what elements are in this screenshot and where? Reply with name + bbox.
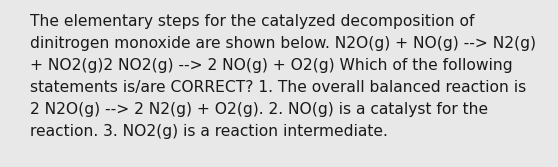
Text: dinitrogen monoxide are shown below. N2O(g) + NO(g) --> N2(g): dinitrogen monoxide are shown below. N2O… (30, 36, 536, 51)
Text: statements is/are CORRECT? 1. The overall balanced reaction is: statements is/are CORRECT? 1. The overal… (30, 80, 526, 95)
Text: 2 N2O(g) --> 2 N2(g) + O2(g). 2. NO(g) is a catalyst for the: 2 N2O(g) --> 2 N2(g) + O2(g). 2. NO(g) i… (30, 102, 488, 117)
Text: reaction. 3. NO2(g) is a reaction intermediate.: reaction. 3. NO2(g) is a reaction interm… (30, 124, 388, 139)
Text: The elementary steps for the catalyzed decomposition of: The elementary steps for the catalyzed d… (30, 14, 474, 29)
Text: + NO2(g)2 NO2(g) --> 2 NO(g) + O2(g) Which of the following: + NO2(g)2 NO2(g) --> 2 NO(g) + O2(g) Whi… (30, 58, 513, 73)
